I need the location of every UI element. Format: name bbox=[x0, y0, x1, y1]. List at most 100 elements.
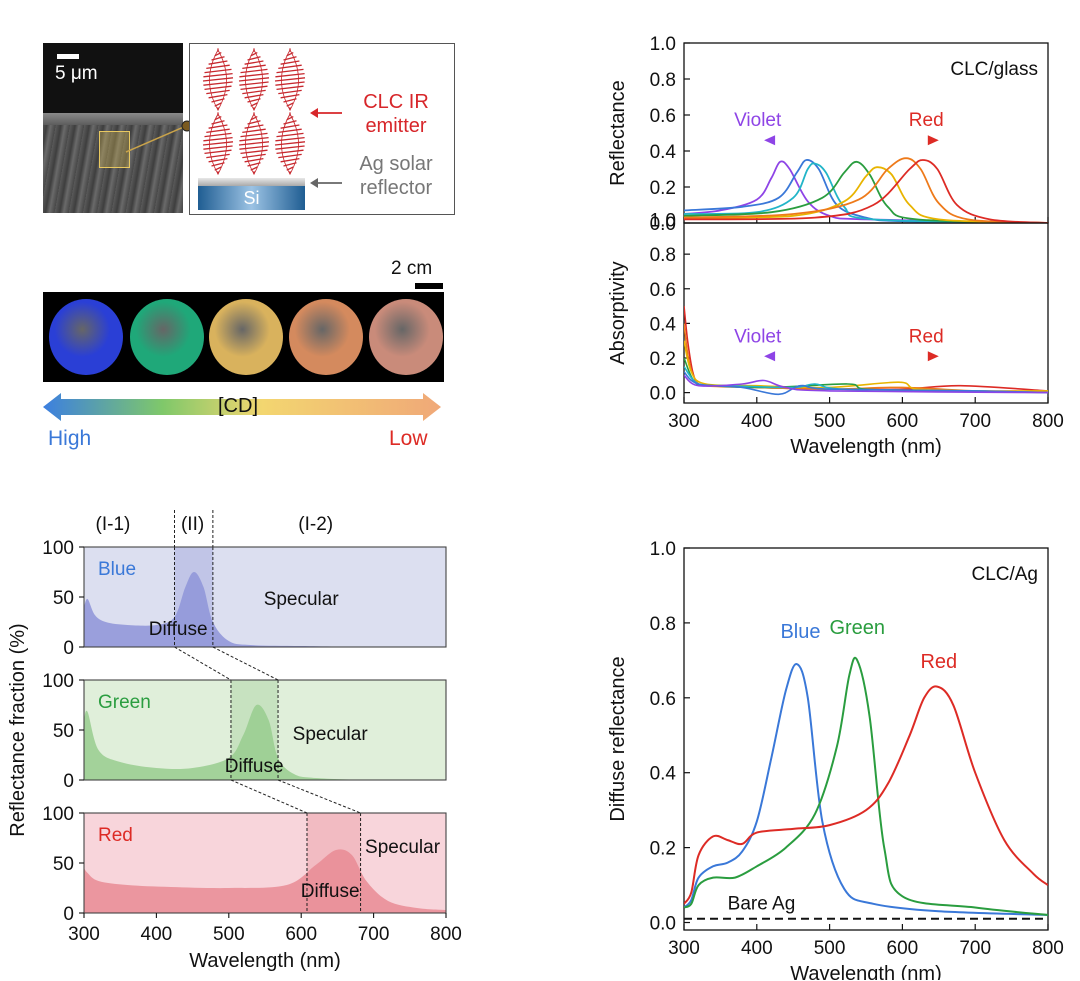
ag-label-blue: Blue bbox=[780, 621, 820, 643]
sample-disc-2 bbox=[130, 299, 204, 375]
ag-ytick-label: 0.8 bbox=[650, 614, 676, 635]
emitter-label-line1: CLC IR bbox=[363, 91, 429, 113]
refl-ytick-label: 0.4 bbox=[650, 142, 677, 163]
abs-ytick-label: 0.4 bbox=[650, 314, 677, 335]
abs-xlabel: Wavelength (nm) bbox=[790, 436, 942, 458]
sample-disc-4 bbox=[289, 299, 363, 375]
sample-disc-3 bbox=[209, 299, 283, 375]
specular-label-3: Specular bbox=[365, 837, 441, 858]
fraction-ytick-label: 0 bbox=[63, 904, 74, 925]
ag-xtick-label: 400 bbox=[741, 938, 773, 959]
helix-segment bbox=[238, 112, 270, 175]
abs-ylabel: Absorptivity bbox=[607, 261, 629, 364]
high-label: High bbox=[48, 427, 92, 450]
fraction-connector-1-0 bbox=[230, 779, 308, 814]
ag-xtick-label: 300 bbox=[668, 938, 700, 959]
ag-series-line-1 bbox=[684, 656, 1048, 916]
abs-red-label: Red bbox=[909, 326, 944, 347]
helix-outline bbox=[245, 49, 263, 111]
ag-xtick-label: 800 bbox=[1032, 938, 1064, 959]
refl-ytick-label: 0.8 bbox=[650, 70, 676, 91]
refl-ytick-label: 0.0 bbox=[650, 214, 676, 235]
fraction-panel-name-0: Blue bbox=[98, 559, 136, 580]
ag-reflector-layer bbox=[198, 178, 305, 186]
refl-series-line-3 bbox=[684, 160, 1048, 223]
ag-xtick-label: 700 bbox=[959, 938, 991, 959]
sample-disc-1 bbox=[49, 299, 123, 375]
fraction-ylabel: Reflectance fraction (%) bbox=[7, 623, 29, 836]
ag-series-line-2 bbox=[684, 685, 1048, 905]
helix-segment bbox=[274, 48, 306, 111]
refl-series-line-4 bbox=[684, 166, 1048, 223]
si-substrate-layer: Si bbox=[198, 186, 305, 210]
refl-ytick-label: 0.2 bbox=[650, 178, 676, 199]
abs-xtick-label: 300 bbox=[668, 411, 700, 432]
fraction-ytick-label: 100 bbox=[42, 671, 74, 692]
ag-xtick-label: 600 bbox=[887, 938, 919, 959]
fraction-xtick-label: 300 bbox=[68, 924, 100, 945]
fraction-connector-0-0 bbox=[174, 646, 232, 681]
diffuse-label-3: Diffuse bbox=[301, 881, 360, 902]
sem-film-layer bbox=[43, 113, 183, 125]
abs-arrow-right-icon bbox=[927, 351, 939, 362]
fraction-xtick-label: 800 bbox=[430, 924, 462, 945]
si-label: Si bbox=[243, 187, 260, 208]
specular-label-2: Specular bbox=[293, 724, 369, 745]
chart-clc-ag: 0.0 0.2 0.4 0.6 0.8 1.0 300 400 500 600 700 800 CLC/… bbox=[607, 539, 1064, 980]
ag-label-red: Red bbox=[920, 651, 957, 673]
region-label-i1: (I-1) bbox=[96, 514, 131, 535]
ag-frame bbox=[683, 547, 1049, 931]
abs-series-line-6 bbox=[684, 374, 1048, 394]
fraction-ytick-label: 100 bbox=[42, 538, 74, 559]
reflector-label: Ag solar reflector bbox=[344, 152, 448, 200]
helix-outline bbox=[245, 113, 263, 175]
refl-series-line-6 bbox=[684, 159, 1048, 223]
sem-cross-section-image: 5 μm bbox=[43, 43, 183, 213]
emitter-label-line2: emitter bbox=[365, 115, 427, 137]
fraction-panel-name-1: Green bbox=[98, 692, 151, 713]
helix-segment bbox=[274, 112, 306, 175]
fraction-xtick-label: 500 bbox=[213, 924, 245, 945]
zoom-connector bbox=[125, 120, 193, 153]
refl-arrow-left-icon bbox=[764, 135, 776, 146]
abs-ytick-label: 0.2 bbox=[650, 349, 676, 370]
sample-disc-5 bbox=[369, 299, 443, 375]
fraction-panel-name-2: Red bbox=[98, 825, 133, 846]
ag-ytick-label: 0.4 bbox=[650, 764, 677, 785]
reflector-arrow-icon bbox=[310, 178, 342, 188]
sem-substrate bbox=[43, 117, 183, 213]
ag-xlabel: Wavelength (nm) bbox=[790, 963, 942, 980]
fraction-diffuse-area-1 bbox=[84, 704, 446, 781]
helix-outline bbox=[209, 113, 227, 175]
ag-xtick-label: 500 bbox=[814, 938, 846, 959]
ag-ytick-label: 0.6 bbox=[650, 689, 676, 710]
helix-segment bbox=[202, 112, 234, 175]
abs-series-line-0 bbox=[684, 306, 1048, 392]
helix-segment bbox=[202, 48, 234, 111]
sem-scale-label: 5 μm bbox=[55, 63, 98, 84]
fraction-diffuse-area-2 bbox=[84, 849, 446, 913]
abs-ytick-label: 0.8 bbox=[650, 245, 676, 266]
helix-outline bbox=[281, 49, 299, 111]
fraction-xtick-label: 700 bbox=[358, 924, 390, 945]
fraction-ytick-label: 50 bbox=[53, 588, 74, 609]
refl-annotation: CLC/glass bbox=[950, 59, 1038, 80]
chart-reflectance-fraction: (I-1) (II) (I-2) 0 50 100 Blue 0 50 100 Green 0 50 10… bbox=[7, 510, 462, 972]
diffuse-label-2: Diffuse bbox=[225, 756, 284, 777]
fraction-ytick-label: 100 bbox=[42, 804, 74, 825]
cd-gradient-arrow bbox=[43, 393, 441, 421]
fraction-connector-1-1 bbox=[277, 779, 361, 814]
ag-ytick-label: 1.0 bbox=[650, 539, 676, 560]
refl-ytick-label: 0.6 bbox=[650, 106, 676, 127]
diffuse-label-1: Diffuse bbox=[149, 619, 208, 640]
abs-series-line-5 bbox=[684, 371, 1048, 396]
ag-label-green: Green bbox=[829, 617, 885, 639]
helix-outline bbox=[209, 49, 227, 111]
refl-arrow-right-icon bbox=[927, 135, 939, 146]
fraction-ytick-label: 50 bbox=[53, 854, 74, 875]
ag-annotation: CLC/Ag bbox=[971, 564, 1038, 585]
abs-xtick-label: 700 bbox=[959, 411, 991, 432]
helix-outline bbox=[281, 113, 299, 175]
clc-helix-graphic bbox=[202, 48, 306, 175]
ag-ytick-label: 0.2 bbox=[650, 839, 676, 860]
